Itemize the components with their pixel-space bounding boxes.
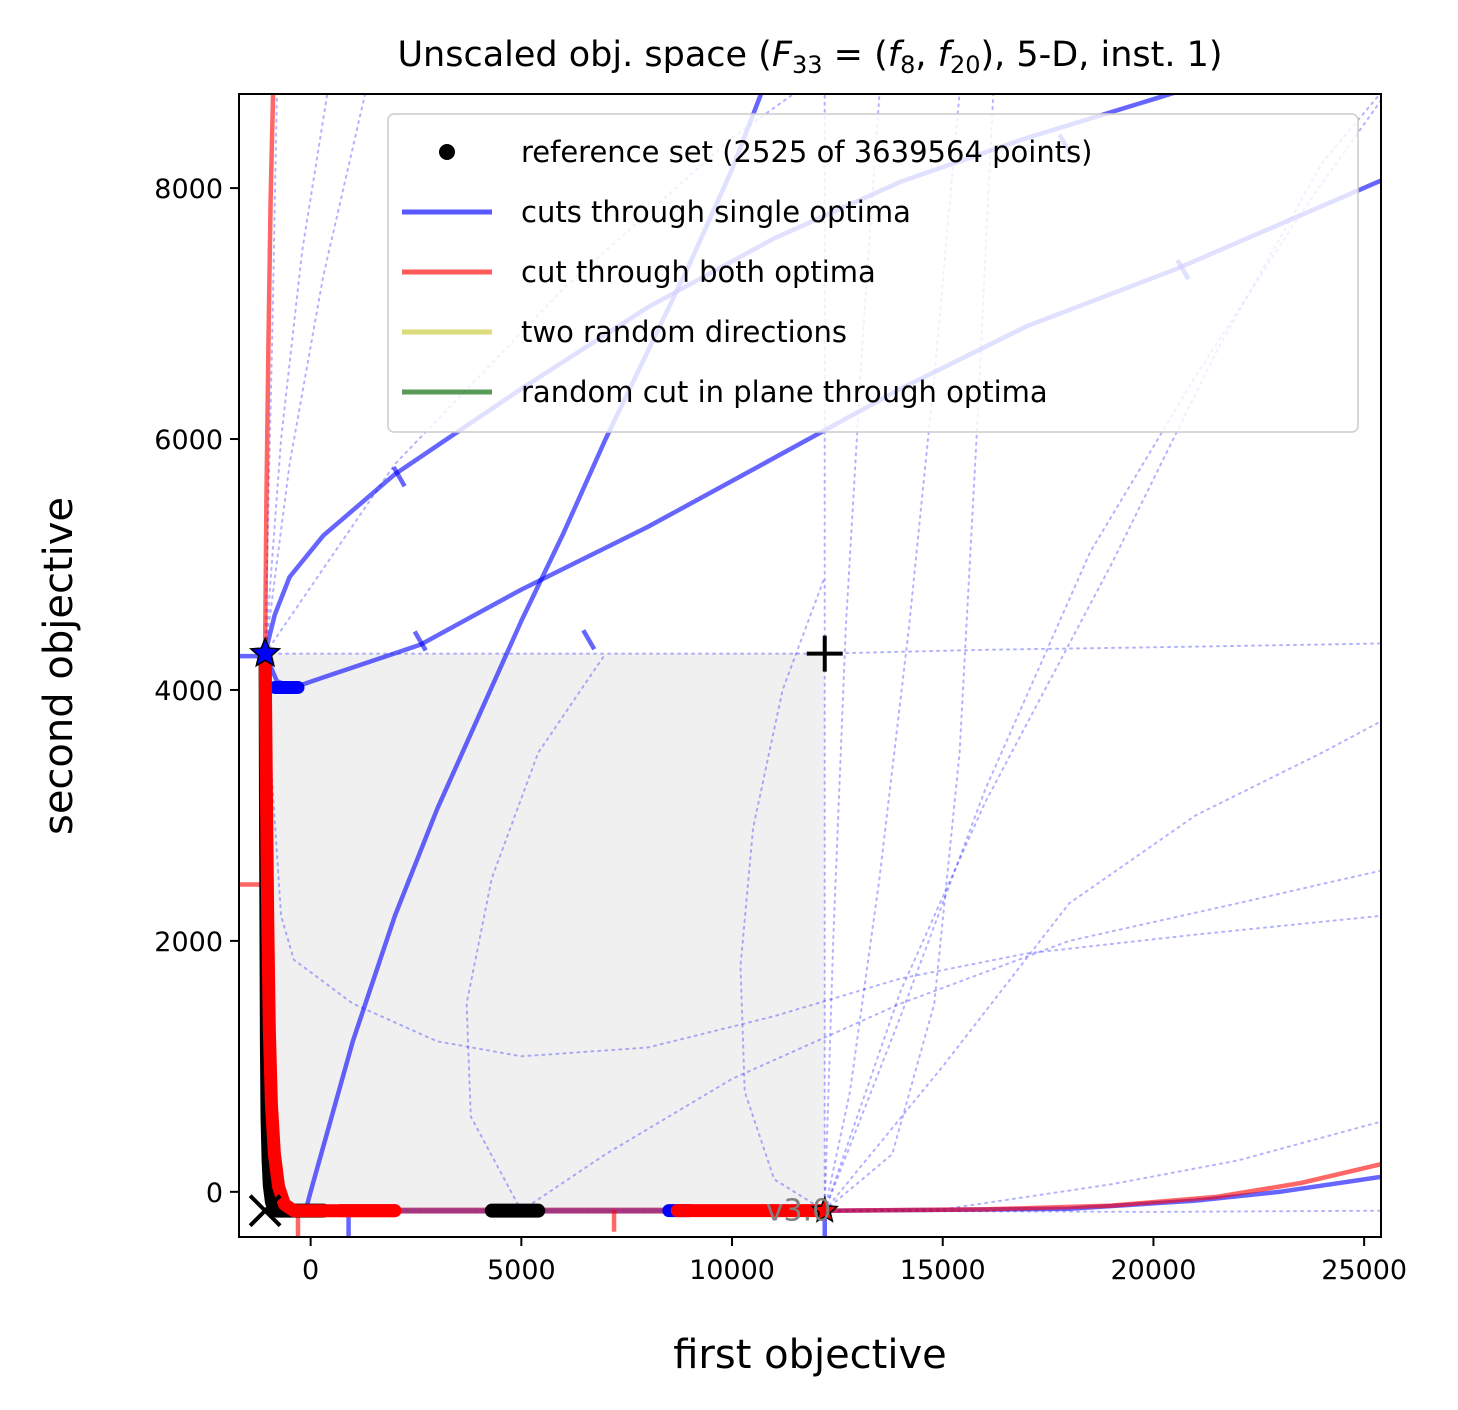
dotted-cut-line-5 <box>823 720 1381 1212</box>
legend-label-4: random cut in plane through optima <box>521 375 1048 409</box>
x-tick-label-3: 15000 <box>900 1255 986 1286</box>
both-optima-cut-line-5 <box>824 1162 1381 1213</box>
dotted-cut-line-14 <box>264 94 796 655</box>
version-watermark: v3.0 <box>766 1194 831 1229</box>
y-tick-label-3: 6000 <box>154 425 223 456</box>
x-tick-label-4: 20000 <box>1110 1255 1196 1286</box>
red-front-curve <box>258 647 402 1218</box>
chart-title: Unscaled obj. space (F33 = (f8, f20), 5-… <box>397 35 1222 79</box>
dotted-cut-line-4 <box>520 869 1381 1212</box>
cut-tick-mark-1 <box>412 630 428 652</box>
x-tick-label-5: 25000 <box>1321 1255 1407 1286</box>
optimum-2-star <box>810 1195 839 1223</box>
legend-label-0: reference set (2525 of 3639564 points) <box>521 135 1093 169</box>
x-axis: 0 5000 10000 15000 20000 25000 <box>302 1237 1407 1286</box>
x-tick-label-2: 10000 <box>689 1255 775 1286</box>
legend-label-2: cut through both optima <box>521 255 876 289</box>
y-tick-label-0: 0 <box>206 1178 223 1209</box>
ideal-x-marker <box>248 1194 282 1228</box>
region-of-interest <box>265 653 825 1211</box>
y-tick-label-4: 8000 <box>154 174 223 205</box>
legend-label-3: two random directions <box>521 315 847 349</box>
legend: reference set (2525 of 3639564 points) cu… <box>387 113 1359 433</box>
dotted-cut-line-11 <box>264 94 278 655</box>
both-optima-cut-line-4 <box>262 94 276 654</box>
dotted-cut-line-8 <box>823 1120 1381 1212</box>
y-tick-label-1: 2000 <box>154 927 223 958</box>
nadir-plus-marker <box>806 635 843 672</box>
cut-tick-mark-2 <box>581 629 597 651</box>
cut-tick-mark-0 <box>391 466 407 488</box>
dotted-cut-line-12 <box>264 94 329 655</box>
optimum-1-star <box>249 636 282 668</box>
dotted-cut-line-2 <box>264 652 1381 1058</box>
legend-marker-0 <box>439 144 455 160</box>
dotted-cut-line-13 <box>264 94 367 655</box>
dotted-cut-line-6 <box>823 94 881 1212</box>
x-axis-label: first objective <box>673 1332 947 1378</box>
legend-box <box>387 113 1359 433</box>
y-axis: 0 2000 4000 6000 8000 <box>154 174 239 1209</box>
y-axis-label: second objective <box>36 497 82 835</box>
legend-label-1: cuts through single optima <box>521 195 911 229</box>
axes-frame <box>238 93 1382 1238</box>
x-tick-label-0: 0 <box>302 1255 319 1286</box>
y-tick-label-2: 4000 <box>154 676 223 707</box>
x-tick-label-1: 5000 <box>487 1255 556 1286</box>
